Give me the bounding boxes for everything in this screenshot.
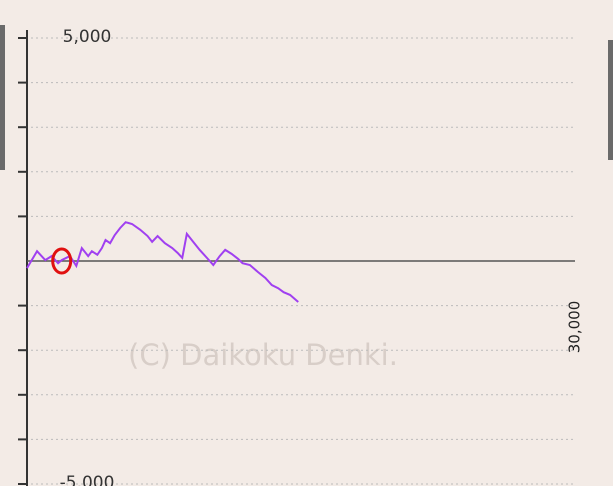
left-tab xyxy=(0,25,5,170)
y-tick-label: -5,000 xyxy=(60,473,115,486)
marker xyxy=(51,247,73,275)
right-tab xyxy=(608,40,613,160)
x-tick-label: 30,000 xyxy=(566,301,584,354)
y-tick-label: 5,000 xyxy=(63,27,112,47)
series-line xyxy=(26,221,299,303)
watermark: (C) Daikoku Denki. xyxy=(128,338,398,372)
